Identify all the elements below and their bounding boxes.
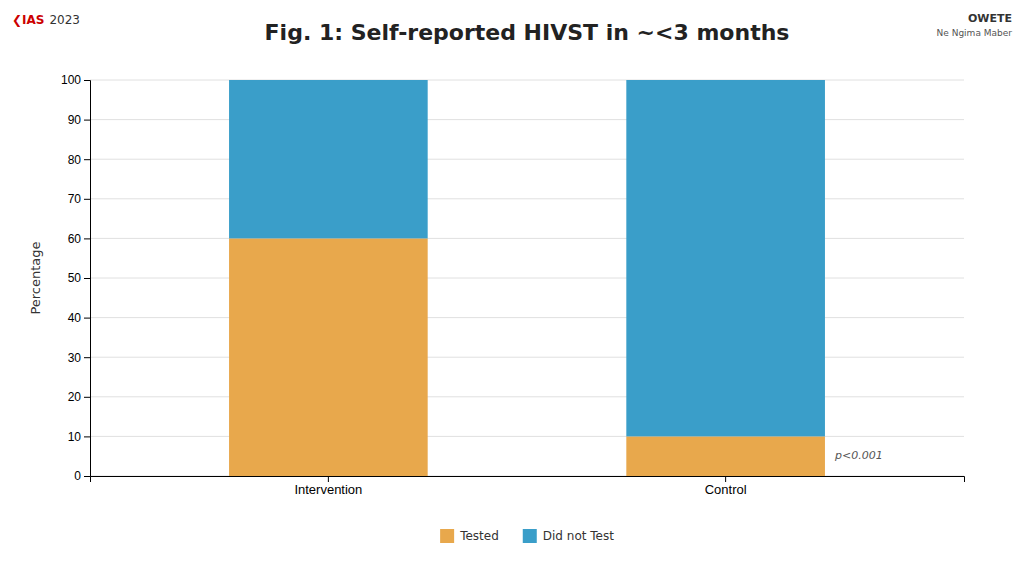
x-axis: Intervention Control <box>91 476 965 497</box>
grid-line <box>90 80 964 81</box>
y-tick: 70 <box>68 192 90 206</box>
y-tick-mark <box>84 159 90 160</box>
x-tick-mark <box>328 476 329 482</box>
grid-line <box>90 357 964 358</box>
y-tick: 90 <box>68 113 90 127</box>
logo-text: 2023 <box>49 13 80 27</box>
bar <box>626 80 825 436</box>
y-tick-mark <box>84 238 90 239</box>
y-tick-mark <box>84 318 90 319</box>
y-tick: 40 <box>68 311 90 325</box>
grid-line <box>90 317 964 318</box>
legend-swatch <box>440 529 454 543</box>
y-axis: 0 10 20 30 40 50 60 70 80 90 100 <box>61 73 91 483</box>
y-tick: 80 <box>68 153 90 167</box>
chart: Fig. 1: Self-reported HIVST in ~<3 month… <box>0 0 1024 576</box>
y-tick-mark <box>84 476 90 477</box>
x-tick-label: Intervention <box>294 482 362 497</box>
grid-line <box>90 396 964 397</box>
x-tick-mark <box>725 476 726 482</box>
bar-series <box>229 80 825 436</box>
y-tick-label: 90 <box>68 113 82 127</box>
x-tick: Control <box>705 476 747 497</box>
y-tick-label: 50 <box>68 271 82 285</box>
logo-text: Ne Ngima Maber <box>937 28 1013 38</box>
bar <box>626 436 825 476</box>
grid-line <box>90 278 964 279</box>
y-label: Percentage <box>28 241 43 314</box>
legend-item: Tested <box>440 529 499 543</box>
legend-swatch <box>523 529 537 543</box>
y-tick-label: 10 <box>68 430 82 444</box>
bar <box>229 80 428 238</box>
x-axis-line <box>91 477 965 483</box>
y-tick-label: 70 <box>68 192 82 206</box>
y-tick-mark <box>84 436 90 437</box>
plot: 0 10 20 30 40 50 60 70 80 90 100 Intervention Contro… <box>61 73 965 497</box>
y-tick-label: 0 <box>74 469 81 483</box>
y-tick: 30 <box>68 351 90 365</box>
y-tick-label: 40 <box>68 311 82 325</box>
title: Fig. 1: Self-reported HIVST in ~<3 month… <box>265 20 790 45</box>
grid-line <box>90 159 964 160</box>
logo-text-left: ❮IAS 2023 <box>12 13 80 27</box>
legend-label: Tested <box>459 529 499 543</box>
y-tick-label: 60 <box>68 232 82 246</box>
logo-text: OWETE <box>968 12 1012 25</box>
y-tick-label: 80 <box>68 153 82 167</box>
y-tick-mark <box>84 120 90 121</box>
p-value: p<0.001 <box>834 449 883 462</box>
x-tick-label: Control <box>705 482 747 497</box>
y-tick-label: 30 <box>68 351 82 365</box>
y-tick: 0 <box>74 469 90 483</box>
legend-item: Did not Test <box>523 529 614 543</box>
y-tick: 10 <box>68 430 90 444</box>
bars <box>229 80 825 476</box>
legend: Tested Did not Test <box>440 529 614 543</box>
y-tick: 100 <box>61 73 90 87</box>
y-tick-label: 20 <box>68 390 82 404</box>
grid-line <box>90 238 964 239</box>
grid-line <box>90 198 964 199</box>
legend-label: Did not Test <box>543 529 614 543</box>
y-tick: 20 <box>68 390 90 404</box>
y-tick: 50 <box>68 271 90 285</box>
y-tick-mark <box>84 80 90 81</box>
y-tick-mark <box>84 397 90 398</box>
y-tick-mark <box>84 199 90 200</box>
x-tick: Intervention <box>294 476 362 497</box>
grid-line <box>90 119 964 120</box>
grid <box>90 80 964 476</box>
y-tick-mark <box>84 278 90 279</box>
annotations: p<0.001 ❮IAS 2023 OWETE Ne Ngima Maber <box>12 12 1012 462</box>
bar <box>229 238 428 476</box>
grid-line <box>90 436 964 437</box>
y-tick: 60 <box>68 232 90 246</box>
y-axis-line <box>84 81 91 477</box>
logo-text: ❮IAS <box>12 13 44 27</box>
y-tick-mark <box>84 357 90 358</box>
y-tick-label: 100 <box>61 73 81 87</box>
